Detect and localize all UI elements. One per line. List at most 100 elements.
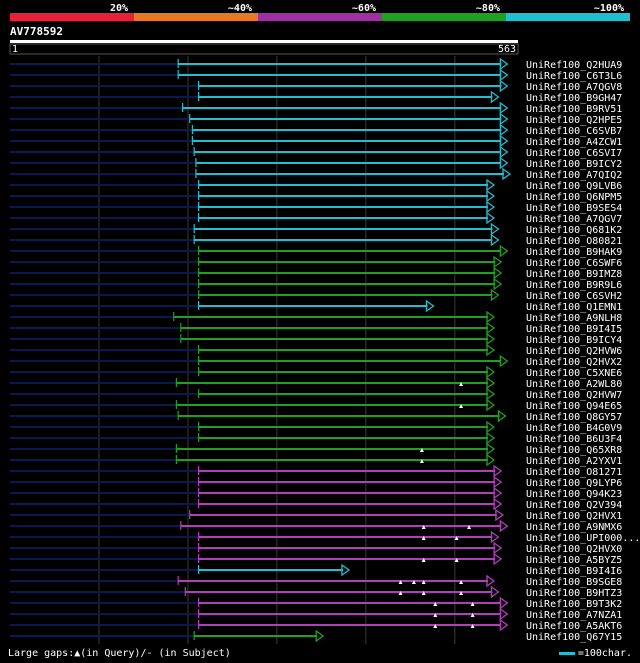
hit-row[interactable]: UniRef100_Q94K23 — [10, 486, 622, 500]
hit-row[interactable]: UniRef100_Q2HVX0 — [10, 541, 622, 555]
hit-name-link[interactable]: UniRef100_B9I4I6 — [526, 566, 622, 577]
hit-name-link[interactable]: UniRef100_Q67Y15 — [526, 632, 622, 643]
hit-row[interactable]: UniRef100_Q9LYP6 — [10, 475, 622, 489]
hit-row[interactable]: UniRef100_A7QGV7 — [10, 211, 622, 225]
hit-row[interactable]: UniRef100_B9GH47 — [10, 90, 622, 104]
hit-name-link[interactable]: UniRef100_Q681K2 — [526, 225, 622, 236]
hit-name-link[interactable]: UniRef100_A9NLH8 — [526, 313, 622, 324]
hit-name-link[interactable]: UniRef100_UPI000... — [526, 533, 640, 544]
hit-row[interactable]: UniRef100_B9SGE8 — [10, 574, 622, 588]
hit-name-link[interactable]: UniRef100_C5XNE6 — [526, 368, 622, 379]
hit-name-link[interactable]: UniRef100_A9NMX6 — [526, 522, 622, 533]
hit-row[interactable]: UniRef100_C6SVB7 — [10, 123, 622, 137]
hit-row[interactable]: UniRef100_O81271 — [10, 464, 622, 478]
hit-row[interactable]: UniRef100_A2YXV1 — [10, 453, 622, 467]
hit-name-link[interactable]: UniRef100_Q2HVW7 — [526, 390, 622, 401]
hit-name-link[interactable]: UniRef100_B9ICY4 — [526, 335, 622, 346]
hit-name-link[interactable]: UniRef100_A2YXV1 — [526, 456, 622, 467]
hit-row[interactable]: UniRef100_B9ICY2 — [10, 156, 622, 170]
hit-name-link[interactable]: UniRef100_Q9LVB6 — [526, 181, 622, 192]
hit-name-link[interactable]: UniRef100_C6T3L6 — [526, 71, 622, 82]
hit-row[interactable]: UniRef100_C6SVI7 — [10, 145, 622, 159]
hit-name-link[interactable]: UniRef100_O80821 — [526, 236, 622, 247]
hit-name-link[interactable]: UniRef100_A7QGV8 — [526, 82, 622, 93]
hit-row[interactable]: UniRef100_O80821 — [10, 233, 622, 247]
hit-row[interactable]: UniRef100_B9HAK9 — [10, 244, 622, 258]
hit-name-link[interactable]: UniRef100_A7QIQ2 — [526, 170, 622, 181]
hit-name-link[interactable]: UniRef100_C6SVI7 — [526, 148, 622, 159]
hit-name-link[interactable]: UniRef100_B9IMZ8 — [526, 269, 622, 280]
hit-name-link[interactable]: UniRef100_Q8GY57 — [526, 412, 622, 423]
hit-name-link[interactable]: UniRef100_A5AKT6 — [526, 621, 622, 632]
hit-row[interactable]: UniRef100_A7QGV8 — [10, 79, 622, 93]
hit-row[interactable]: UniRef100_Q65XR8 — [10, 442, 622, 456]
hit-row[interactable]: UniRef100_B4G0V9 — [10, 420, 622, 434]
hit-row[interactable]: UniRef100_B9SES4 — [10, 200, 622, 214]
hit-name-link[interactable]: UniRef100_B9SGE8 — [526, 577, 622, 588]
hit-name-link[interactable]: UniRef100_B9SES4 — [526, 203, 622, 214]
hit-name-link[interactable]: UniRef100_Q2HVX2 — [526, 357, 622, 368]
hit-row[interactable]: UniRef100_B9ICY4 — [10, 332, 622, 346]
hit-row[interactable]: UniRef100_C6SVH2 — [10, 288, 622, 302]
hit-name-link[interactable]: UniRef100_Q1EMN1 — [526, 302, 622, 313]
hit-row[interactable]: UniRef100_C6T3L6 — [10, 68, 622, 82]
hit-row[interactable]: UniRef100_B9I4I5 — [10, 321, 622, 335]
hit-row[interactable]: UniRef100_A9NMX6 — [10, 519, 622, 533]
hit-name-link[interactable]: UniRef100_B9GH47 — [526, 93, 622, 104]
hit-row[interactable]: UniRef100_A9NLH8 — [10, 310, 622, 324]
hit-row[interactable]: UniRef100_A4ZCW1 — [10, 134, 622, 148]
hit-row[interactable]: UniRef100_C6SWF6 — [10, 255, 622, 269]
hit-row[interactable]: UniRef100_Q2HVW6 — [10, 343, 622, 357]
hit-name-link[interactable]: UniRef100_B9HTZ3 — [526, 588, 622, 599]
hit-row[interactable]: UniRef100_A5AKT6 — [10, 618, 622, 632]
hit-name-link[interactable]: UniRef100_Q2HPE5 — [526, 115, 622, 126]
hit-row[interactable]: UniRef100_B9IMZ8 — [10, 266, 622, 280]
hit-name-link[interactable]: UniRef100_Q2HVX0 — [526, 544, 622, 555]
hit-name-link[interactable]: UniRef100_A7NZA1 — [526, 610, 622, 621]
hit-row[interactable]: UniRef100_B9I4I6 — [10, 563, 622, 577]
hit-row[interactable]: UniRef100_Q2HPE5 — [10, 112, 622, 126]
hit-name-link[interactable]: UniRef100_C6SWF6 — [526, 258, 622, 269]
hit-name-link[interactable]: UniRef100_Q94E65 — [526, 401, 622, 412]
hit-row[interactable]: UniRef100_B9RV51 — [10, 101, 622, 115]
hit-name-link[interactable]: UniRef100_Q2HUA9 — [526, 60, 622, 71]
hit-row[interactable]: UniRef100_C5XNE6 — [10, 365, 622, 379]
hit-name-link[interactable]: UniRef100_B9R9L6 — [526, 280, 622, 291]
hit-row[interactable]: UniRef100_A5BYZ5 — [10, 552, 622, 566]
hit-name-link[interactable]: UniRef100_B9ICY2 — [526, 159, 622, 170]
hit-name-link[interactable]: UniRef100_Q9LYP6 — [526, 478, 622, 489]
hit-row[interactable]: UniRef100_Q8GY57 — [10, 409, 622, 423]
hit-row[interactable]: UniRef100_B6U3F4 — [10, 431, 622, 445]
hit-row[interactable]: UniRef100_Q1EMN1 — [10, 299, 622, 313]
hit-name-link[interactable]: UniRef100_B6U3F4 — [526, 434, 622, 445]
hit-name-link[interactable]: UniRef100_Q94K23 — [526, 489, 622, 500]
hit-name-link[interactable]: UniRef100_C6SVH2 — [526, 291, 622, 302]
hit-row[interactable]: UniRef100_Q6NPM5 — [10, 189, 622, 203]
hit-row[interactable]: UniRef100_Q2HVX1 — [10, 508, 622, 522]
hit-name-link[interactable]: UniRef100_C6SVB7 — [526, 126, 622, 137]
hit-row[interactable]: UniRef100_UPI000... — [10, 530, 640, 544]
hit-name-link[interactable]: UniRef100_B4G0V9 — [526, 423, 622, 434]
hit-row[interactable]: UniRef100_Q2HUA9 — [10, 57, 622, 71]
hit-row[interactable]: UniRef100_Q681K2 — [10, 222, 622, 236]
hit-row[interactable]: UniRef100_B9R9L6 — [10, 277, 622, 291]
hit-name-link[interactable]: UniRef100_Q2HVW6 — [526, 346, 622, 357]
hit-row[interactable]: UniRef100_Q94E65 — [10, 398, 622, 412]
hit-name-link[interactable]: UniRef100_B9I4I5 — [526, 324, 622, 335]
hit-name-link[interactable]: UniRef100_A2WL80 — [526, 379, 622, 390]
hit-name-link[interactable]: UniRef100_Q65XR8 — [526, 445, 622, 456]
hit-name-link[interactable]: UniRef100_B9RV51 — [526, 104, 622, 115]
hit-row[interactable]: UniRef100_B9T3K2 — [10, 596, 622, 610]
hit-name-link[interactable]: UniRef100_A4ZCW1 — [526, 137, 622, 148]
hit-name-link[interactable]: UniRef100_Q2HVX1 — [526, 511, 622, 522]
hit-row[interactable]: UniRef100_A2WL80 — [10, 376, 622, 390]
hit-name-link[interactable]: UniRef100_Q6NPM5 — [526, 192, 622, 203]
hit-row[interactable]: UniRef100_Q67Y15 — [10, 629, 622, 643]
hit-row[interactable]: UniRef100_Q2V394 — [10, 497, 622, 511]
hit-row[interactable]: UniRef100_Q9LVB6 — [10, 178, 622, 192]
hit-name-link[interactable]: UniRef100_A7QGV7 — [526, 214, 622, 225]
hit-name-link[interactable]: UniRef100_A5BYZ5 — [526, 555, 622, 566]
hit-name-link[interactable]: UniRef100_Q2V394 — [526, 500, 622, 511]
hit-row[interactable]: UniRef100_A7QIQ2 — [10, 167, 622, 181]
hit-name-link[interactable]: UniRef100_O81271 — [526, 467, 622, 478]
